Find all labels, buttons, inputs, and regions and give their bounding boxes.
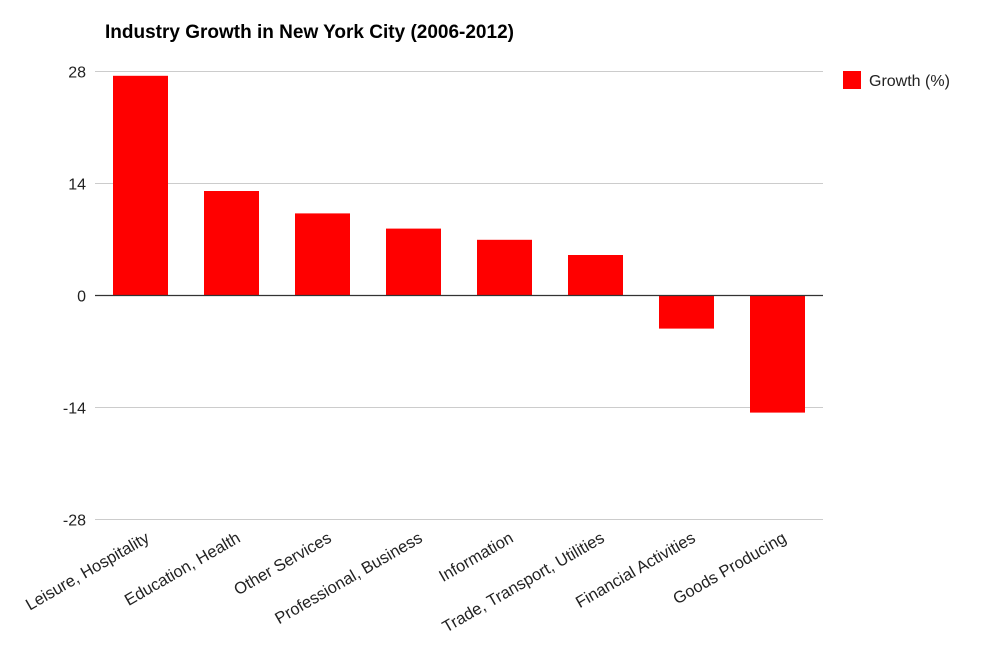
bars xyxy=(113,75,805,413)
bar xyxy=(568,255,623,295)
x-category-label: Information xyxy=(436,529,516,586)
y-axis-tick-labels: 28 14 0 -14 -28 xyxy=(63,65,86,530)
chart-title: Industry Growth in New York City (2006-2… xyxy=(105,22,514,43)
legend-swatch xyxy=(843,71,861,89)
bar xyxy=(659,295,714,329)
y-tick-label: -28 xyxy=(63,513,86,530)
legend-label: Growth (%) xyxy=(869,73,950,90)
legend: Growth (%) xyxy=(843,71,950,90)
bar xyxy=(750,295,805,413)
y-tick-label: -14 xyxy=(63,401,86,418)
bar xyxy=(386,228,441,295)
bar xyxy=(477,239,532,295)
x-category-label: Professional, Business xyxy=(272,529,426,628)
bar xyxy=(204,191,259,295)
y-tick-label: 28 xyxy=(68,65,86,82)
gridlines xyxy=(95,71,823,520)
y-tick-label: 0 xyxy=(77,289,86,306)
bar xyxy=(295,213,350,295)
bar xyxy=(113,75,168,295)
y-tick-label: 14 xyxy=(68,177,86,194)
x-category-label: Trade, Transport, Utilities xyxy=(439,529,607,636)
